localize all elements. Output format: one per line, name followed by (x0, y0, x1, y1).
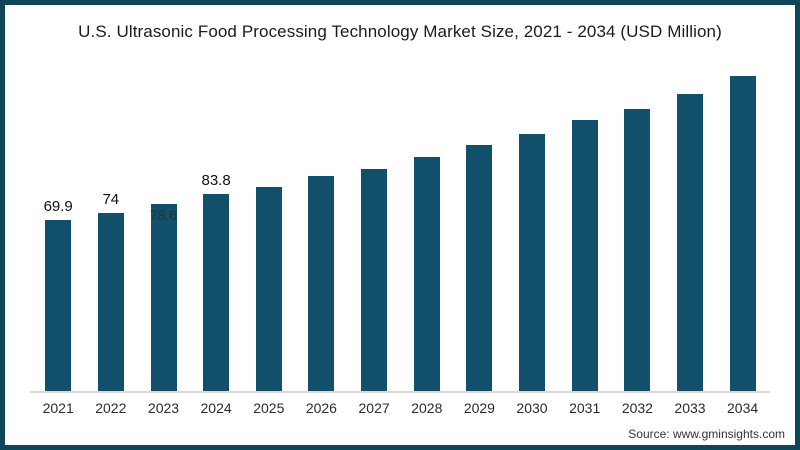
bar-2022 (97, 213, 124, 391)
x-axis-tick-label: 2027 (358, 400, 390, 416)
bar-2023 (150, 204, 177, 391)
x-axis-line (30, 391, 770, 393)
x-axis-tick-label: 2025 (253, 400, 285, 416)
x-axis-tick-label: 2024 (200, 400, 232, 416)
bar-2025 (255, 187, 282, 391)
x-axis-tick-label: 2030 (516, 400, 548, 416)
x-axis-tick-label: 2033 (674, 400, 706, 416)
x-axis-tick-label: 2023 (147, 400, 180, 416)
x-axis-tick-label: 2031 (569, 400, 601, 416)
bar-2030 (519, 134, 545, 391)
bar-2032 (624, 109, 651, 391)
bar-2027 (361, 169, 388, 391)
x-axis-tick-label: 2022 (95, 400, 127, 416)
x-axis-tick-label: 2029 (463, 400, 495, 416)
bar-2034 (729, 76, 756, 391)
bar-2029 (466, 145, 493, 391)
bar-value-label: 69.9 (43, 198, 73, 215)
bar-value-label: 78.6 (149, 207, 178, 223)
bar-2024 (203, 194, 230, 391)
x-axis-tick-label: 2026 (305, 400, 337, 416)
bar-2031 (571, 120, 598, 391)
bar-2026 (308, 176, 335, 391)
x-axis-tick-label: 2034 (727, 400, 759, 416)
chart-title: U.S. Ultrasonic Food Processing Technolo… (78, 22, 722, 41)
bar-2033 (677, 94, 703, 391)
x-axis-tick-label: 2028 (411, 400, 443, 416)
x-axis-tick-label: 2032 (621, 400, 653, 416)
bar-2021 (45, 220, 72, 391)
x-axis-tick-label: 2021 (42, 400, 74, 416)
bar-value-label: 83.8 (201, 172, 231, 189)
bar-value-label: 74 (102, 191, 120, 208)
source-attribution: Source: www.gminsights.com (628, 427, 785, 441)
bar-2028 (413, 157, 440, 391)
